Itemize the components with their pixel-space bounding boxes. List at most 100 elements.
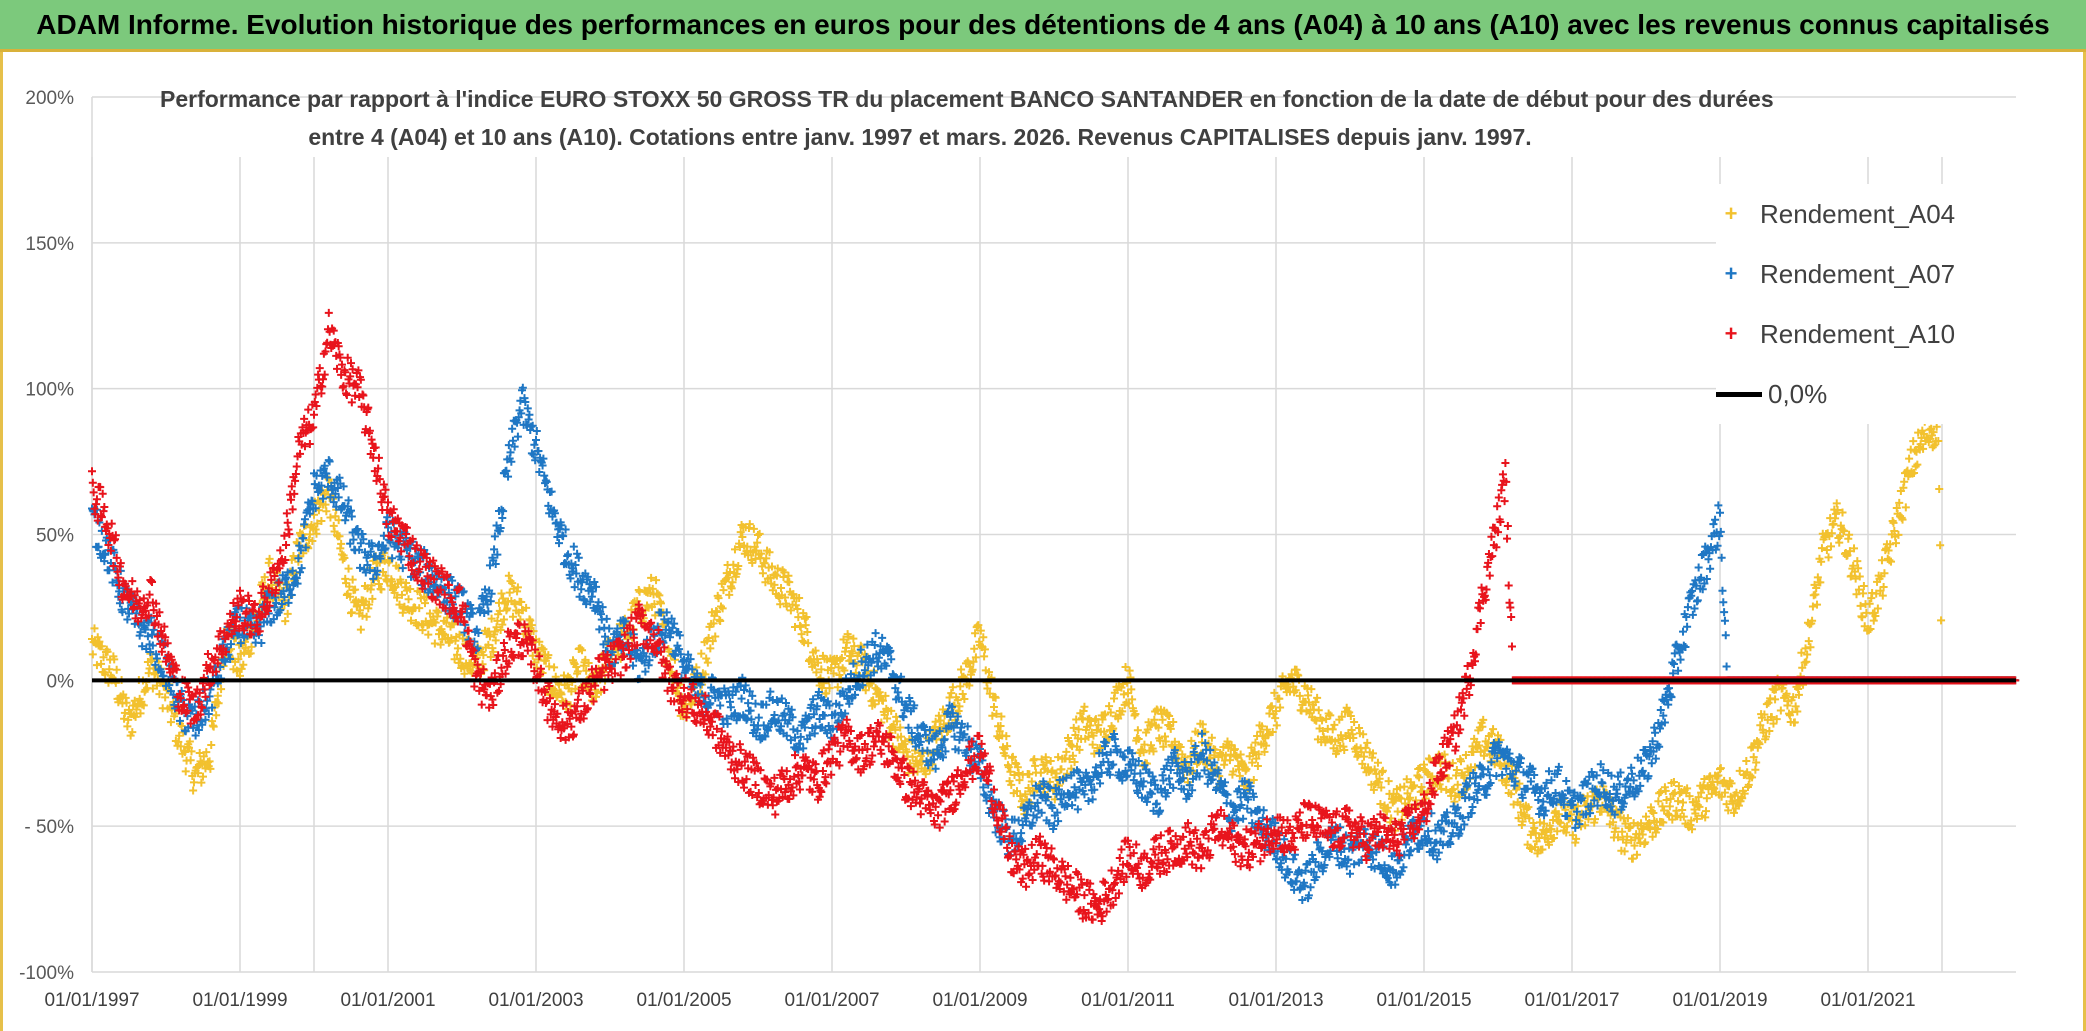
data-point	[849, 634, 858, 643]
data-point	[283, 609, 292, 618]
data-point	[883, 714, 892, 723]
data-point	[550, 686, 559, 695]
data-point	[1716, 764, 1725, 773]
data-point	[1694, 563, 1703, 572]
data-point	[1017, 797, 1026, 806]
data-point	[1003, 742, 1012, 751]
data-point	[532, 435, 540, 444]
data-point	[738, 533, 747, 542]
data-point	[131, 712, 140, 721]
data-point	[971, 653, 980, 662]
data-point	[948, 683, 957, 692]
data-point	[1352, 743, 1361, 752]
data-point	[155, 690, 164, 699]
data-point	[499, 615, 508, 624]
data-point	[527, 621, 536, 630]
data-point	[490, 627, 499, 636]
data-point	[213, 691, 222, 700]
data-point	[317, 517, 326, 526]
data-point	[755, 529, 764, 538]
data-point	[282, 509, 291, 518]
data-point	[1668, 658, 1677, 667]
data-point	[93, 633, 102, 642]
data-point	[996, 722, 1005, 731]
data-point	[1936, 541, 1945, 550]
data-point	[351, 585, 360, 594]
data-point	[956, 682, 965, 691]
data-point	[974, 621, 983, 630]
data-point	[1073, 805, 1082, 814]
data-point	[472, 653, 481, 662]
data-point	[1678, 806, 1687, 815]
data-point	[725, 590, 734, 599]
data-point	[288, 505, 297, 514]
data-point	[1535, 818, 1544, 827]
data-point	[1007, 780, 1016, 789]
x-tick-label: 01/01/2019	[1672, 990, 1767, 1011]
data-point	[797, 630, 806, 639]
data-point	[212, 711, 221, 720]
data-point	[701, 670, 710, 679]
data-point	[508, 579, 517, 588]
data-point	[199, 752, 208, 761]
data-point	[582, 666, 591, 675]
data-point	[197, 778, 206, 787]
data-point	[128, 577, 137, 586]
data-point	[377, 585, 386, 594]
data-point	[1384, 777, 1393, 786]
data-point	[247, 642, 256, 651]
data-point	[1683, 603, 1692, 612]
x-tick-label: 01/01/2021	[1820, 990, 1915, 1011]
data-point	[791, 601, 800, 610]
data-point	[957, 665, 966, 674]
data-point	[718, 604, 727, 613]
data-point	[326, 513, 335, 522]
data-point	[735, 543, 744, 552]
data-point	[574, 553, 583, 562]
data-point	[92, 661, 101, 670]
data-point	[1088, 795, 1097, 804]
data-point	[545, 662, 554, 671]
data-point	[1885, 556, 1894, 565]
data-point	[595, 625, 604, 634]
data-point	[1717, 553, 1726, 562]
data-point	[726, 567, 735, 576]
data-point	[1498, 770, 1507, 779]
data-point	[92, 495, 101, 504]
data-point	[430, 639, 439, 648]
data-point	[1021, 790, 1030, 799]
data-point	[203, 649, 212, 658]
data-point	[424, 630, 433, 639]
x-tick-label: 01/01/2007	[784, 990, 879, 1011]
data-point	[453, 644, 462, 653]
data-point	[434, 608, 443, 617]
data-point	[532, 426, 541, 435]
data-point	[97, 642, 106, 651]
data-point	[1865, 599, 1874, 608]
data-point	[804, 639, 813, 648]
data-point	[1711, 515, 1720, 524]
data-point	[653, 589, 662, 598]
data-point	[322, 507, 331, 516]
data-point	[1853, 557, 1862, 566]
data-point	[1064, 736, 1073, 745]
data-point	[766, 687, 775, 696]
data-point	[762, 554, 771, 563]
data-point	[281, 617, 290, 626]
data-point	[236, 586, 244, 595]
data-point	[921, 770, 930, 779]
data-point	[526, 616, 535, 625]
data-point	[753, 538, 762, 547]
data-point	[829, 669, 838, 678]
data-point	[1651, 728, 1660, 737]
data-point	[345, 582, 354, 591]
data-point	[789, 725, 798, 734]
data-point	[947, 689, 956, 698]
data-point	[484, 607, 493, 616]
data-point	[122, 698, 131, 707]
data-point	[537, 643, 546, 652]
data-point	[1628, 769, 1637, 778]
data-point	[1002, 732, 1011, 741]
data-point	[89, 488, 98, 497]
data-point	[818, 683, 827, 692]
